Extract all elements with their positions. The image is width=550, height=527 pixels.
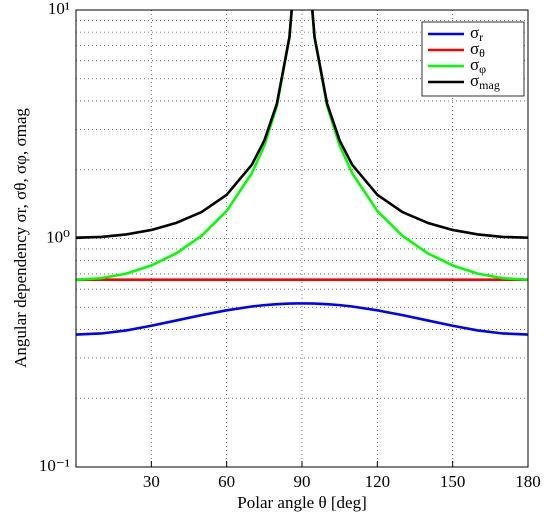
legend-label: σθ bbox=[470, 39, 485, 60]
y-tick-label: 10⁻¹ bbox=[39, 456, 70, 475]
x-tick-label: 90 bbox=[294, 472, 311, 491]
y-axis-label: Angular dependency σr, σθ, σφ, σmag bbox=[11, 108, 30, 368]
x-tick-label: 150 bbox=[440, 472, 466, 491]
x-tick-label: 60 bbox=[218, 472, 235, 491]
lines bbox=[76, 10, 528, 336]
y-tick-label: 10⁰ bbox=[46, 227, 70, 246]
x-tick-label: 30 bbox=[143, 472, 160, 491]
x-axis-label: Polar angle θ [deg] bbox=[237, 493, 366, 512]
x-tick-label: 180 bbox=[515, 472, 541, 491]
legend-label: σφ bbox=[470, 55, 486, 76]
line-series bbox=[76, 302, 528, 336]
y-tick-label: 10¹ bbox=[48, 0, 70, 18]
legend-label: σmag bbox=[470, 71, 500, 92]
x-tick-label: 120 bbox=[365, 472, 391, 491]
legend-label: σr bbox=[470, 23, 483, 44]
plot-frame bbox=[75, 9, 529, 468]
line-series bbox=[76, 10, 528, 240]
